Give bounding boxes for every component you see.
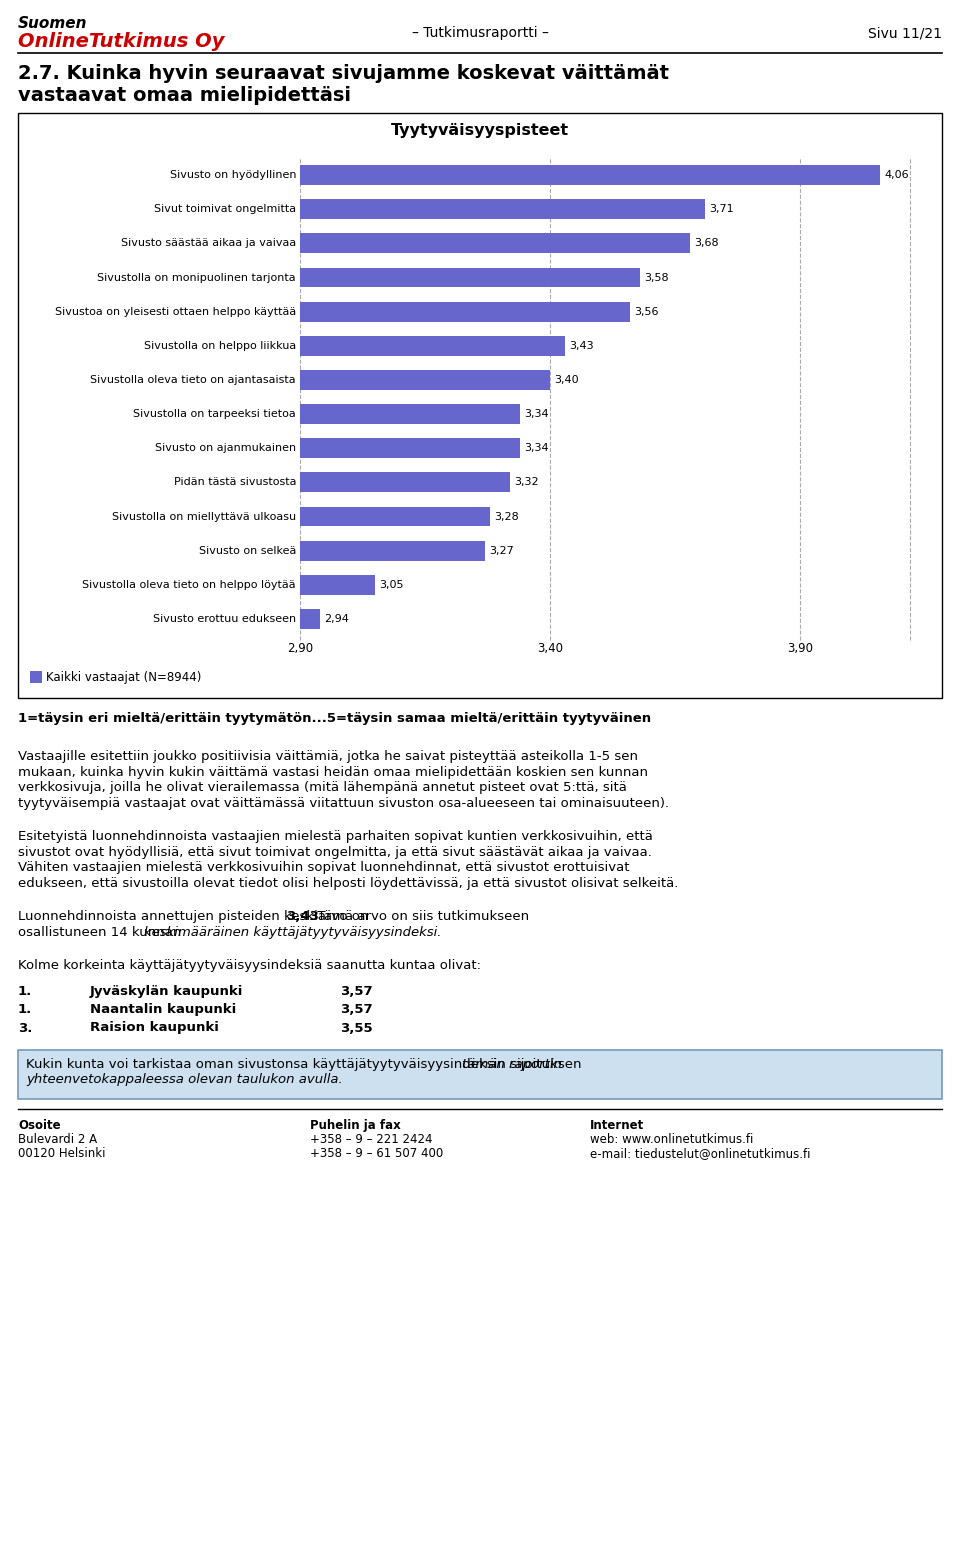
Text: tyytyväisempiä vastaajat ovat väittämässä viitattuun sivuston osa-alueeseen tai : tyytyväisempiä vastaajat ovat väittämäss… [18, 796, 669, 810]
Bar [300, 541, 485, 561]
Text: keskimääräinen käyttäjätyytyväisyysindeksi.: keskimääräinen käyttäjätyytyväisyysindek… [144, 925, 442, 938]
Text: 3,32: 3,32 [514, 477, 539, 488]
Text: 3,57: 3,57 [340, 1003, 372, 1016]
Text: 3,05: 3,05 [379, 580, 403, 590]
Text: 1.: 1. [18, 985, 33, 997]
Text: verkkosivuja, joilla he olivat vierailemassa (mitä lähempänä annetut pisteet ova: verkkosivuja, joilla he olivat vierailem… [18, 781, 627, 795]
Text: Sivustolla oleva tieto on ajantasaista: Sivustolla oleva tieto on ajantasaista [90, 375, 296, 385]
Text: Sivustoa on yleisesti ottaen helppo käyttää: Sivustoa on yleisesti ottaen helppo käyt… [55, 307, 296, 316]
Text: Puhelin ja fax: Puhelin ja fax [310, 1119, 400, 1133]
Text: 3,34: 3,34 [524, 442, 548, 453]
Text: Vähiten vastaajien mielestä verkkosivuihin sopivat luonnehdinnat, että sivustot : Vähiten vastaajien mielestä verkkosivuih… [18, 862, 630, 874]
Text: . Tämä arvo on siis tutkimukseen: . Tämä arvo on siis tutkimukseen [309, 910, 529, 922]
Bar [300, 371, 550, 390]
Text: 3,56: 3,56 [634, 307, 659, 316]
Text: 00120 Helsinki: 00120 Helsinki [18, 1147, 106, 1161]
Text: Esitetyistä luonnehdinnoista vastaajien mielestä parhaiten sopivat kuntien verkk: Esitetyistä luonnehdinnoista vastaajien … [18, 830, 653, 843]
Text: Pidän tästä sivustosta: Pidän tästä sivustosta [174, 477, 296, 488]
Text: e-mail: tiedustelut@onlinetutkimus.fi: e-mail: tiedustelut@onlinetutkimus.fi [590, 1147, 810, 1161]
Text: – Tutkimusraportti –: – Tutkimusraportti – [412, 26, 548, 41]
Text: Tyytyväisyyspisteet: Tyytyväisyyspisteet [391, 123, 569, 139]
Text: Jyväskylän kaupunki: Jyväskylän kaupunki [90, 985, 244, 997]
Text: 3.: 3. [18, 1022, 33, 1035]
Text: Sivustolla oleva tieto on helppo löytää: Sivustolla oleva tieto on helppo löytää [83, 580, 296, 590]
Text: Sivustolla on tarpeeksi tietoa: Sivustolla on tarpeeksi tietoa [133, 410, 296, 419]
Bar [300, 404, 520, 424]
Bar [18, 114, 942, 698]
Bar [300, 438, 520, 458]
Text: 3,40: 3,40 [554, 375, 579, 385]
Text: 3,34: 3,34 [524, 410, 548, 419]
Text: Sivusto on selkeä: Sivusto on selkeä [199, 545, 296, 556]
Text: 3,40: 3,40 [537, 642, 563, 654]
Text: 3,58: 3,58 [644, 273, 668, 282]
Bar [300, 337, 565, 355]
Text: Kukin kunta voi tarkistaa oman sivustonsa käyttäjätyytyväisyysindeksin sijoituks: Kukin kunta voi tarkistaa oman sivustons… [26, 1058, 586, 1070]
Bar [300, 506, 490, 527]
Text: 1=täysin eri mieltä/erittäin tyytymätön...5=täysin samaa mieltä/erittäin tyytyvä: 1=täysin eri mieltä/erittäin tyytymätön.… [18, 712, 651, 724]
Text: mukaan, kuinka hyvin kukin väittämä vastasi heidän omaa mielipidettään koskien s: mukaan, kuinka hyvin kukin väittämä vast… [18, 765, 648, 779]
Text: Suomen: Suomen [18, 16, 87, 31]
Bar [300, 472, 510, 492]
Text: 2,94: 2,94 [324, 614, 348, 623]
Bar [300, 234, 690, 254]
Text: Sivustolla on miellyttävä ulkoasu: Sivustolla on miellyttävä ulkoasu [112, 511, 296, 522]
Text: 3,27: 3,27 [489, 545, 514, 556]
Text: 3,57: 3,57 [340, 985, 372, 997]
Bar [300, 302, 630, 321]
Text: osallistuneen 14 kunnan: osallistuneen 14 kunnan [18, 925, 185, 938]
Text: +358 – 9 – 221 2424: +358 – 9 – 221 2424 [310, 1133, 433, 1147]
Text: vastaavat omaa mielipidettäsi: vastaavat omaa mielipidettäsi [18, 86, 351, 104]
Text: tämän raportin: tämän raportin [462, 1058, 562, 1070]
Text: Sivustolla on monipuolinen tarjonta: Sivustolla on monipuolinen tarjonta [97, 273, 296, 282]
Text: Sivusto on hyödyllinen: Sivusto on hyödyllinen [170, 170, 296, 181]
Text: Osoite: Osoite [18, 1119, 60, 1133]
Text: web: www.onlinetutkimus.fi: web: www.onlinetutkimus.fi [590, 1133, 754, 1147]
Text: Raision kaupunki: Raision kaupunki [90, 1022, 219, 1035]
Bar [300, 609, 320, 629]
Text: Sivustolla on helppo liikkua: Sivustolla on helppo liikkua [144, 341, 296, 351]
Text: OnlineTutkimus Oy: OnlineTutkimus Oy [18, 33, 225, 51]
Text: 3,43: 3,43 [286, 910, 319, 922]
Text: Internet: Internet [590, 1119, 644, 1133]
Bar [300, 199, 705, 220]
Text: Naantalin kaupunki: Naantalin kaupunki [90, 1003, 236, 1016]
Text: yhteenvetokappaleessa olevan taulukon avulla.: yhteenvetokappaleessa olevan taulukon av… [26, 1073, 343, 1086]
Text: Vastaajille esitettiin joukko positiivisia väittämiä, jotka he saivat pisteyttää: Vastaajille esitettiin joukko positiivis… [18, 749, 638, 763]
Text: edukseen, että sivustoilla olevat tiedot olisi helposti löydettävissä, ja että s: edukseen, että sivustoilla olevat tiedot… [18, 877, 679, 890]
Text: Luonnehdinnoista annettujen pisteiden keskiarvo on: Luonnehdinnoista annettujen pisteiden ke… [18, 910, 372, 922]
Text: Sivusto on ajanmukainen: Sivusto on ajanmukainen [155, 442, 296, 453]
Text: Sivut toimivat ongelmitta: Sivut toimivat ongelmitta [154, 204, 296, 213]
Text: sivustot ovat hyödyllisiä, että sivut toimivat ongelmitta, ja että sivut säästäv: sivustot ovat hyödyllisiä, että sivut to… [18, 846, 652, 858]
Text: 3,68: 3,68 [694, 238, 719, 248]
Text: Bulevardi 2 A: Bulevardi 2 A [18, 1133, 97, 1147]
Text: Sivusto erottuu edukseen: Sivusto erottuu edukseen [153, 614, 296, 623]
Text: 3,90: 3,90 [787, 642, 813, 654]
Text: 3,28: 3,28 [494, 511, 518, 522]
Bar [300, 575, 375, 595]
Text: 3,43: 3,43 [569, 341, 593, 351]
Text: +358 – 9 – 61 507 400: +358 – 9 – 61 507 400 [310, 1147, 444, 1161]
Text: 2.7. Kuinka hyvin seuraavat sivujamme koskevat väittämät: 2.7. Kuinka hyvin seuraavat sivujamme ko… [18, 64, 669, 83]
Text: Kaikki vastaajat (N=8944): Kaikki vastaajat (N=8944) [46, 670, 202, 684]
Text: 1.: 1. [18, 1003, 33, 1016]
Text: 4,06: 4,06 [884, 170, 908, 181]
Bar [300, 165, 880, 185]
Bar [30, 671, 42, 682]
Text: Sivu 11/21: Sivu 11/21 [868, 26, 942, 41]
Text: Kolme korkeinta käyttäjätyytyväisyysindeksiä saanutta kuntaa olivat:: Kolme korkeinta käyttäjätyytyväisyysinde… [18, 960, 481, 972]
Text: 3,71: 3,71 [709, 204, 733, 213]
Bar [18, 1050, 942, 1098]
Text: Sivusto säästää aikaa ja vaivaa: Sivusto säästää aikaa ja vaivaa [121, 238, 296, 248]
Bar [300, 268, 640, 287]
Text: 2,90: 2,90 [287, 642, 313, 654]
Text: 3,55: 3,55 [340, 1022, 372, 1035]
